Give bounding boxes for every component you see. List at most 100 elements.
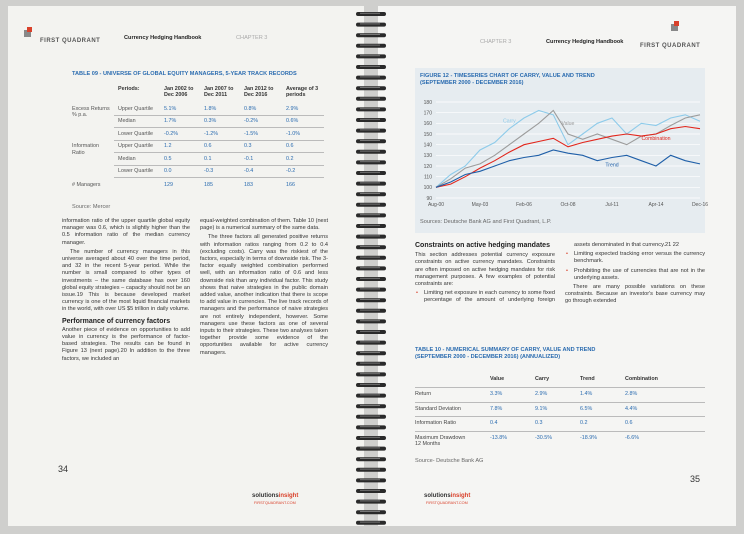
y-tick-label: 130: [424, 153, 433, 159]
table-cell: 3.3%: [490, 391, 530, 397]
column-header: Combination: [625, 376, 658, 382]
coil-shine: [360, 405, 380, 406]
chapter: CHAPTER 3: [236, 35, 267, 42]
series-label: Carry: [503, 119, 516, 125]
coil: [356, 309, 386, 313]
table-cell: -0.2%: [164, 131, 178, 137]
x-tick-label: Oct-08: [560, 202, 575, 208]
x-tick-label: Aug-00: [428, 202, 444, 208]
table-cell: -1.2%: [204, 131, 218, 137]
table-cell: 1.2: [164, 143, 172, 149]
coil: [356, 76, 386, 80]
row-label: Standard Deviation: [415, 406, 470, 412]
row-label: Information Ratio: [415, 420, 470, 426]
coil: [356, 415, 386, 419]
series-label: Value: [562, 121, 575, 127]
coil: [356, 277, 386, 281]
figure-subtitle: (SEPTEMBER 2000 - DECEMBER 2016): [420, 80, 524, 87]
row-group-label: Excess Returns % p.a.: [72, 106, 112, 119]
coil-shine: [360, 490, 380, 491]
coil-shine: [360, 161, 380, 162]
coil: [356, 468, 386, 472]
table-cell: 0.1: [204, 156, 212, 162]
table-cell: -18.9%: [580, 435, 620, 441]
paragraph: The three factors all generated positive…: [200, 234, 328, 356]
coil-shine: [360, 76, 380, 77]
column-header: Jan 2007 to Dec 2011: [204, 86, 242, 99]
coil-shine: [360, 469, 380, 470]
column-header: Trend: [580, 376, 595, 382]
coil-shine: [360, 267, 380, 268]
coil: [356, 266, 386, 270]
section-heading: Performance of currency factors: [62, 318, 190, 325]
coil: [356, 383, 386, 387]
table-cell: 0.6: [286, 143, 294, 149]
x-tick-label: Feb-06: [516, 202, 532, 208]
coil: [356, 489, 386, 493]
coil: [356, 425, 386, 429]
coil: [356, 129, 386, 133]
brand: solutions: [424, 493, 451, 499]
y-tick-label: 120: [424, 164, 433, 170]
row-group-label: Information Ratio: [72, 143, 112, 156]
column-header: Average of 3 periods: [286, 86, 324, 99]
bullet-text: Limiting expected tracking error versus …: [574, 251, 705, 265]
coil: [356, 256, 386, 260]
table-title: TABLE 09 - UNIVERSE OF GLOBAL EQUITY MAN…: [72, 71, 297, 78]
coil: [356, 362, 386, 366]
table-cell: 129: [164, 182, 173, 188]
row-rule: [415, 416, 705, 417]
x-tick-label: Dec-16: [692, 202, 708, 208]
column-header: Value: [490, 376, 504, 382]
coil-shine: [360, 172, 380, 173]
x-tick-label: Apr-14: [648, 202, 663, 208]
table-cell: 0.6%: [286, 118, 298, 124]
table-cell: 1.8%: [204, 106, 216, 112]
coil-shine: [360, 416, 380, 417]
coil: [356, 288, 386, 292]
coil-shine: [360, 447, 380, 448]
bullet: •: [416, 290, 418, 297]
coil-shine: [360, 108, 380, 109]
coil: [356, 33, 386, 37]
y-tick-label: 160: [424, 121, 433, 127]
coil: [356, 97, 386, 101]
coil-shine: [360, 98, 380, 99]
table-cell: 5.1%: [164, 106, 176, 112]
page-number: 34: [58, 466, 68, 473]
table-cell: -1.5%: [244, 131, 258, 137]
y-tick-label: 100: [424, 185, 433, 191]
bullet-text: Prohibiting the use of currencies that a…: [574, 268, 705, 282]
row-label: Maximum Drawdown 12 Months: [415, 435, 470, 448]
coil: [356, 351, 386, 355]
series-label: Combination: [641, 136, 670, 142]
table-cell: -0.3: [204, 168, 213, 174]
row-rule: [114, 115, 324, 116]
text-column: equal-weighted combination of them. Tabl…: [200, 218, 328, 359]
row-rule: [114, 140, 324, 141]
coil: [356, 139, 386, 143]
coil: [356, 436, 386, 440]
coil-shine: [360, 119, 380, 120]
table-cell: 1.7%: [164, 118, 176, 124]
coil-shine: [360, 235, 380, 236]
coil-shine: [360, 87, 380, 88]
coil-shine: [360, 278, 380, 279]
coil-shine: [360, 384, 380, 385]
coil-shine: [360, 426, 380, 427]
coil-shine: [360, 458, 380, 459]
page: 90100110120130140150160170180Aug-00May-0…: [0, 0, 744, 534]
section-heading: Constraints on active hedging mandates: [415, 242, 555, 249]
coil: [356, 404, 386, 408]
x-tick-label: Jul-11: [605, 202, 618, 208]
binding: [356, 12, 386, 525]
table-cell: -1.0%: [286, 131, 300, 137]
table-cell: -6.6%: [625, 435, 665, 441]
y-tick-label: 110: [424, 174, 432, 180]
row-rule: [415, 431, 705, 432]
book-title: Currency Hedging Handbook: [546, 39, 623, 46]
coil: [356, 235, 386, 239]
row-rule: [114, 127, 324, 128]
coil: [356, 510, 386, 514]
coil: [356, 65, 386, 69]
